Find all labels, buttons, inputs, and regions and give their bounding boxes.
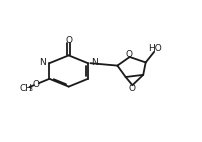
Text: HO: HO: [148, 44, 162, 53]
Text: O: O: [65, 36, 72, 45]
Text: O: O: [125, 50, 132, 59]
Text: N: N: [92, 58, 98, 67]
Text: N: N: [39, 58, 46, 67]
Text: 3: 3: [28, 86, 32, 92]
Text: O: O: [33, 80, 40, 89]
Text: CH: CH: [19, 84, 32, 93]
Text: O: O: [129, 83, 136, 92]
